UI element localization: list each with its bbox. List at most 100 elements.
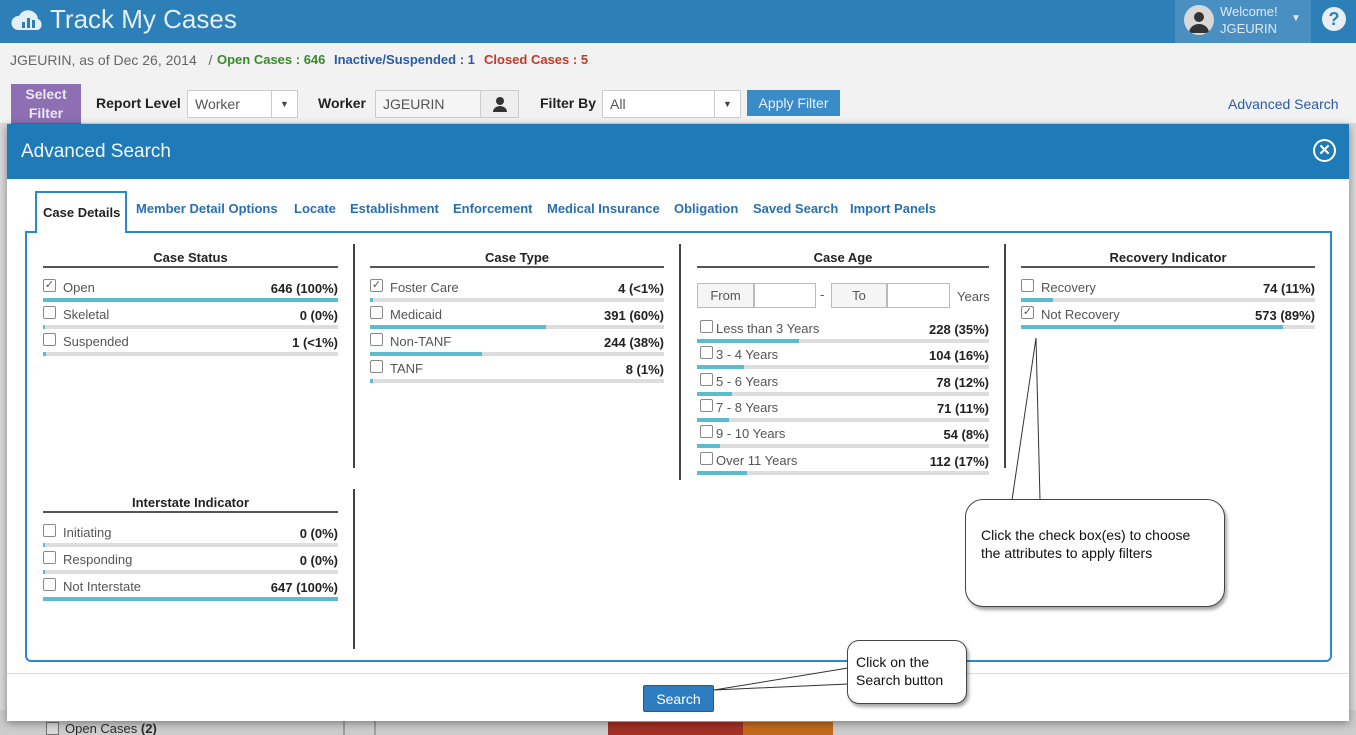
filter-checkbox[interactable]: [43, 551, 56, 564]
item-label: Non-TANF: [390, 334, 452, 349]
column-divider: [1004, 244, 1006, 468]
list-item[interactable]: Suspended 1 (<1%): [43, 333, 338, 357]
top-bar: [0, 0, 1356, 43]
filter-checkbox[interactable]: ✓: [1021, 306, 1034, 319]
worker-label: Worker: [318, 95, 366, 111]
worker-field[interactable]: JGEURIN: [375, 90, 519, 118]
list-item[interactable]: ✓ Foster Care 4 (<1%): [370, 279, 664, 303]
tab-import-panels[interactable]: Import Panels: [850, 201, 936, 216]
modal-title: Advanced Search: [21, 141, 171, 162]
filter-checkbox[interactable]: [370, 306, 383, 319]
section-underline: [43, 511, 338, 513]
filter-checkbox[interactable]: [43, 578, 56, 591]
progress-fill: [43, 352, 46, 356]
filter-checkbox[interactable]: [700, 346, 713, 359]
column-divider: [353, 244, 355, 468]
list-item[interactable]: ✓ Not Recovery 573 (89%): [1021, 306, 1315, 330]
select-filter-button[interactable]: Select Filter: [11, 84, 81, 124]
progress-fill: [43, 543, 46, 547]
filter-checkbox[interactable]: [700, 373, 713, 386]
closed-cases-count[interactable]: Closed Cases : 5: [484, 52, 589, 67]
tab-enforcement[interactable]: Enforcement: [453, 201, 533, 216]
filter-checkbox[interactable]: [43, 333, 56, 346]
filter-checkbox[interactable]: [700, 452, 713, 465]
tab-saved-search[interactable]: Saved Search: [753, 201, 839, 216]
list-item[interactable]: 9 - 10 Years 54 (8%): [697, 425, 989, 449]
list-item[interactable]: 5 - 6 Years 78 (12%): [697, 373, 989, 397]
inactive-cases-count[interactable]: Inactive/Suspended : 1: [334, 52, 475, 67]
chevron-down-icon[interactable]: ▼: [1291, 13, 1301, 24]
search-button[interactable]: Search: [643, 685, 714, 712]
item-count: 104 (16%): [929, 348, 989, 363]
filter-checkbox[interactable]: [700, 399, 713, 412]
list-item[interactable]: 7 - 8 Years 71 (11%): [697, 399, 989, 423]
item-label: 7 - 8 Years: [716, 400, 779, 415]
list-item[interactable]: Medicaid 391 (60%): [370, 306, 664, 330]
chevron-down-icon[interactable]: ▼: [271, 91, 297, 117]
filter-checkbox[interactable]: ✓: [370, 279, 383, 292]
modal-footer-divider: [7, 673, 1349, 674]
list-item[interactable]: Recovery 74 (11%): [1021, 279, 1315, 303]
list-item[interactable]: ✓ Open 646 (100%): [43, 279, 338, 303]
chevron-down-icon[interactable]: ▼: [714, 91, 740, 117]
filter-checkbox[interactable]: [1021, 279, 1034, 292]
item-count: 0 (0%): [299, 308, 338, 323]
list-item[interactable]: Not Interstate 647 (100%): [43, 578, 338, 602]
item-label: Suspended: [63, 334, 129, 349]
list-item[interactable]: Responding 0 (0%): [43, 551, 338, 575]
item-count: 78 (12%): [936, 375, 989, 390]
list-item[interactable]: Non-TANF 244 (38%): [370, 333, 664, 357]
item-count: 8 (1%): [625, 362, 664, 377]
list-item[interactable]: 3 - 4 Years 104 (16%): [697, 346, 989, 370]
progress-fill: [697, 471, 747, 475]
tab-locate[interactable]: Locate: [294, 201, 336, 216]
tab-establishment[interactable]: Establishment: [350, 201, 439, 216]
list-item[interactable]: Less than 3 Years 228 (35%): [697, 320, 989, 344]
filter-checkbox[interactable]: [43, 524, 56, 537]
list-item[interactable]: Initiating 0 (0%): [43, 524, 338, 548]
filter-checkbox[interactable]: [43, 306, 56, 319]
person-icon[interactable]: [480, 91, 518, 117]
filter-checkbox[interactable]: [370, 333, 383, 346]
to-years-input[interactable]: [887, 283, 950, 308]
recovery-indicator-title: Recovery Indicator: [1109, 250, 1227, 265]
item-count: 228 (35%): [929, 322, 989, 337]
list-item[interactable]: TANF 8 (1%): [370, 360, 664, 384]
report-level-select[interactable]: Worker ▼: [187, 90, 298, 118]
progress-track: [43, 570, 338, 574]
progress-track: [370, 325, 664, 329]
close-icon[interactable]: ✕: [1313, 139, 1336, 162]
item-label: Medicaid: [390, 307, 443, 322]
tab-medical-insurance[interactable]: Medical Insurance: [547, 201, 660, 216]
apply-filter-button[interactable]: Apply Filter: [747, 90, 840, 116]
filter-checkbox[interactable]: [700, 425, 713, 438]
to-label: To: [831, 283, 887, 308]
tab-label[interactable]: Case Details: [43, 205, 121, 220]
item-count: 74 (11%): [1262, 281, 1315, 296]
item-label: 9 - 10 Years: [716, 426, 786, 441]
list-item[interactable]: Over 11 Years 112 (17%): [697, 452, 989, 476]
item-count: 391 (60%): [604, 308, 664, 323]
progress-fill: [43, 298, 338, 302]
item-label: Less than 3 Years: [716, 321, 820, 336]
open-cases-count[interactable]: Open Cases : 646: [217, 52, 326, 67]
column-divider: [679, 244, 681, 480]
item-count: 71 (11%): [936, 401, 989, 416]
progress-fill: [370, 325, 547, 329]
tab-obligation[interactable]: Obligation: [674, 201, 739, 216]
list-item[interactable]: Skeletal 0 (0%): [43, 306, 338, 330]
filter-checkbox[interactable]: [700, 320, 713, 333]
tab-member-detail-options[interactable]: Member Detail Options: [136, 201, 278, 216]
progress-track: [697, 471, 989, 475]
help-icon[interactable]: ?: [1322, 7, 1346, 31]
item-count: 573 (89%): [1255, 308, 1315, 323]
progress-fill: [697, 418, 730, 422]
filter-checkbox[interactable]: ✓: [43, 279, 56, 292]
progress-fill: [370, 298, 373, 302]
advanced-search-link[interactable]: Advanced Search: [1228, 96, 1339, 112]
from-years-input[interactable]: [754, 283, 816, 308]
tab-case-details[interactable]: [35, 191, 127, 233]
filter-checkbox[interactable]: [370, 360, 383, 373]
progress-fill: [43, 570, 46, 574]
filter-by-select[interactable]: All ▼: [602, 90, 741, 118]
